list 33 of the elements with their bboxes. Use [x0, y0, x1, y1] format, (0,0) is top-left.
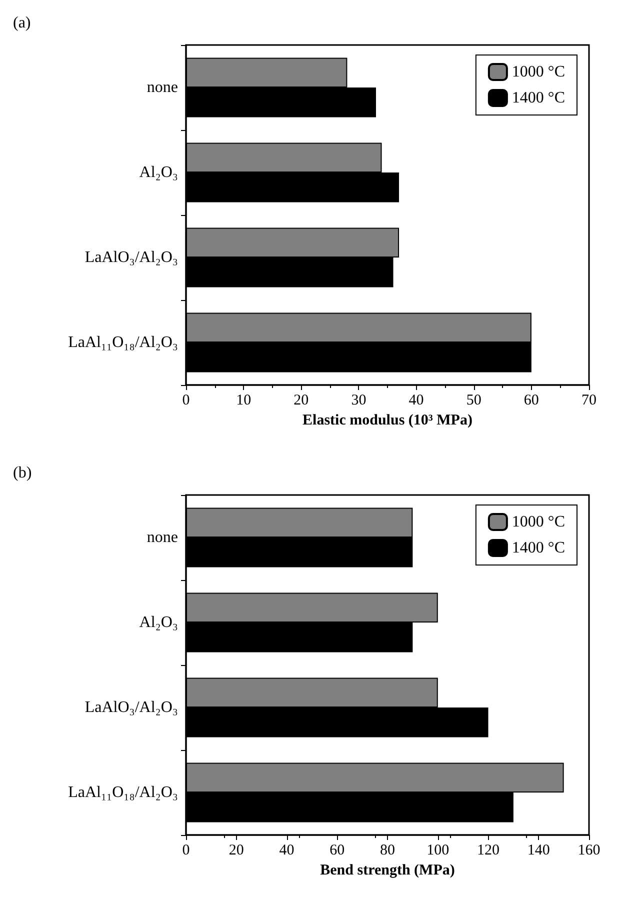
x-tick-label: 140	[527, 842, 550, 858]
x-tick-label: 80	[380, 842, 395, 858]
y-tick-label: Al₂O₃	[139, 164, 178, 181]
x-tick-label: 160	[578, 842, 600, 858]
x-tick-label: 50	[466, 392, 482, 408]
x-tick-label: 30	[351, 392, 366, 408]
legend-label: 1400 °C	[512, 90, 566, 106]
x-tick-label: 10	[236, 392, 252, 408]
y-tick-label: LaAlO₃/Al₂O₃	[84, 249, 178, 266]
y-tick-label: none	[146, 79, 178, 96]
y-tick-label: LaAl₁₁O₁₈/Al₂O₃	[68, 334, 178, 351]
x-tick-label: 100	[426, 842, 450, 858]
x-tick-label: 0	[182, 392, 190, 408]
x-tick-label: 20	[228, 842, 244, 858]
y-tick-label: Al₂O₃	[139, 614, 178, 631]
x-tick-label: 20	[294, 392, 309, 408]
x-axis-title: Bend strength (MPa)	[320, 862, 455, 878]
x-axis-title: Elastic modulus (10³ MPa)	[302, 412, 472, 428]
legend-label: 1000 °C	[512, 64, 566, 80]
x-tick-label: 120	[477, 842, 500, 858]
y-tick-label: none	[146, 529, 178, 546]
text: (a)	[13, 14, 31, 32]
text: (b)	[13, 464, 32, 482]
y-tick-label: LaAlO₃/Al₂O₃	[84, 699, 178, 716]
x-tick-label: 60	[330, 842, 345, 858]
x-tick-label: 40	[279, 842, 294, 858]
legend-label: 1400 °C	[512, 540, 566, 556]
x-tick-label: 60	[524, 392, 539, 408]
x-tick-label: 70	[582, 392, 596, 408]
y-tick-label: LaAl₁₁O₁₈/Al₂O₃	[68, 784, 178, 801]
legend-label: 1000 °C	[512, 514, 566, 530]
x-tick-label: 40	[408, 392, 424, 408]
x-tick-label: 0	[182, 842, 190, 858]
